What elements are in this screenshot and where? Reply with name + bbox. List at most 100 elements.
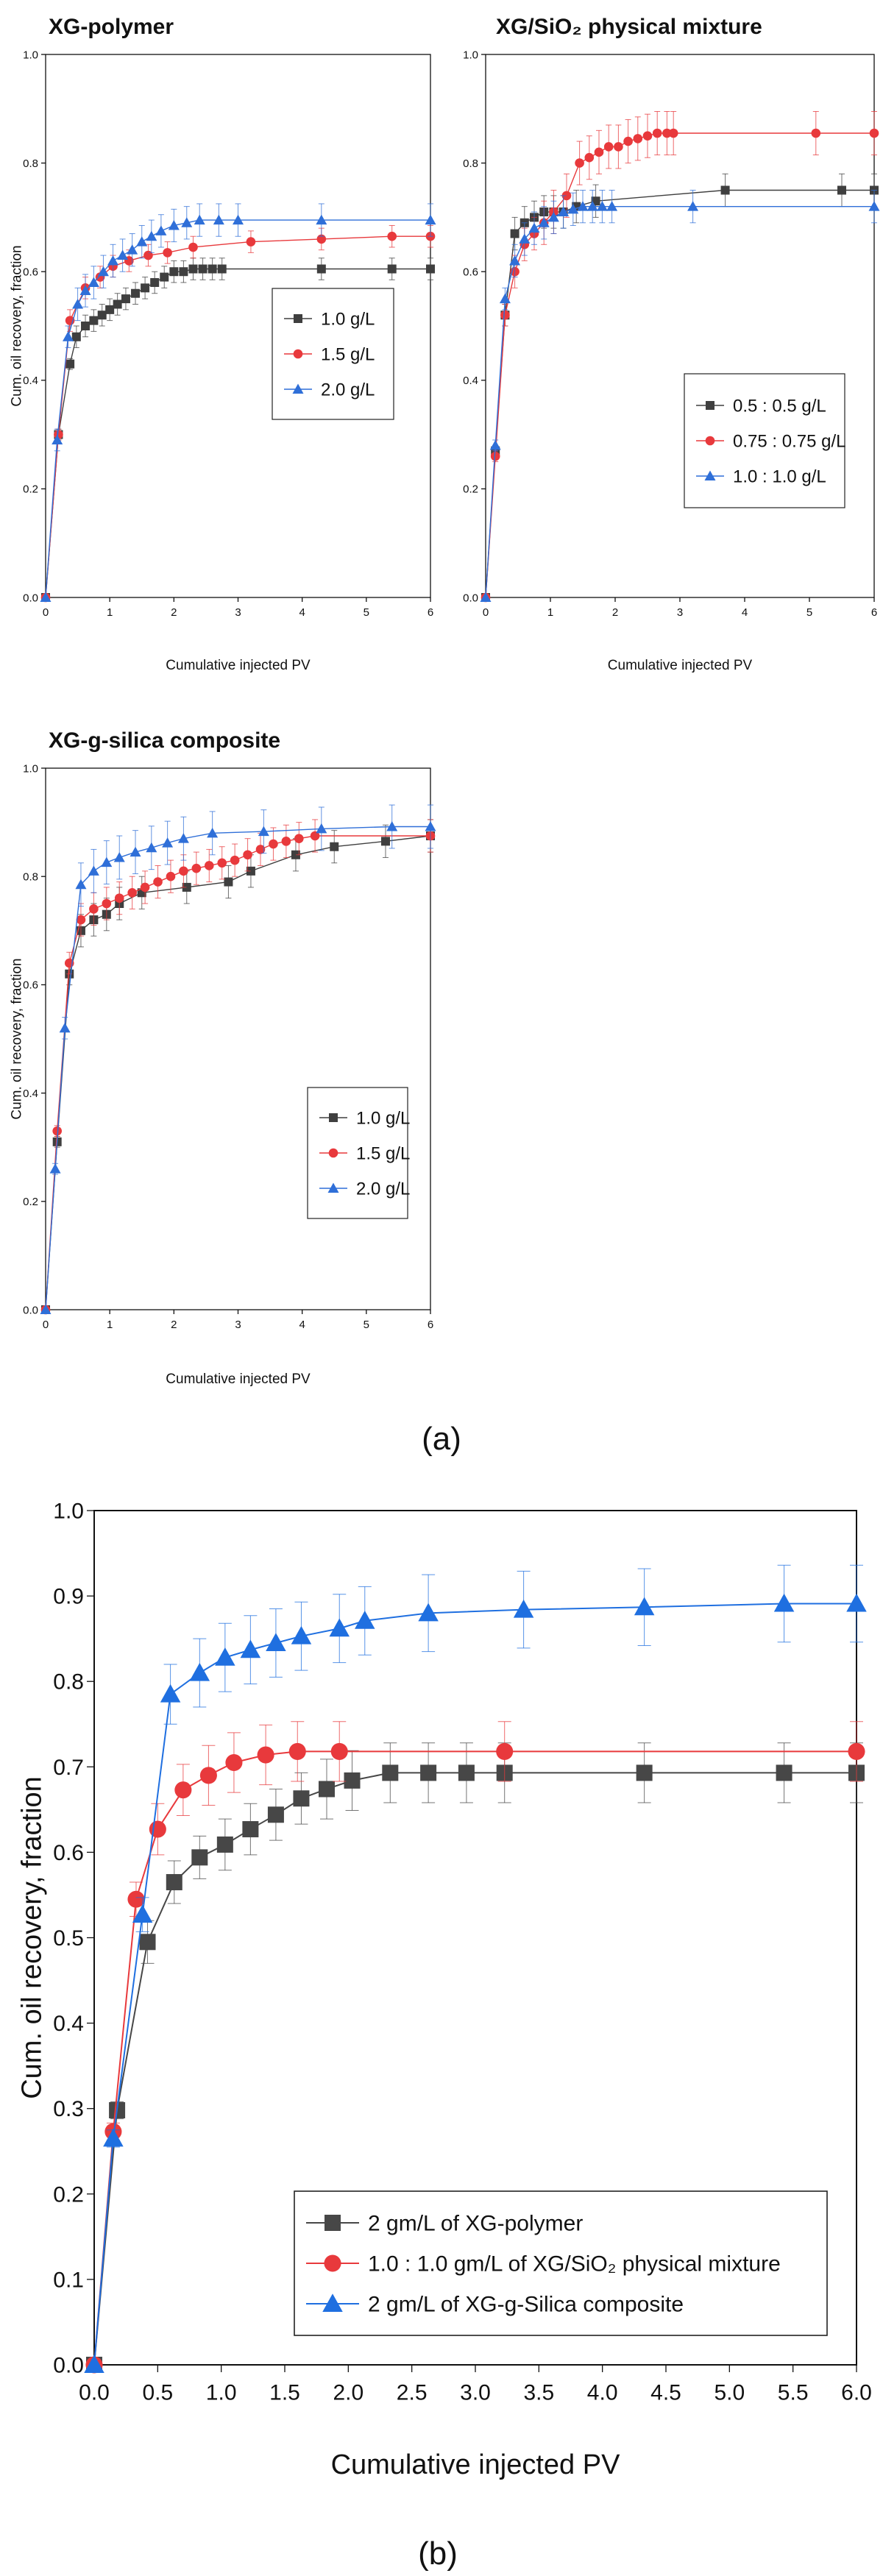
data-point <box>65 359 75 369</box>
data-point <box>633 134 643 143</box>
y-tick-label: 0.9 <box>53 1585 84 1609</box>
x-tick-label: 6 <box>428 1319 433 1331</box>
data-point <box>76 915 86 925</box>
data-point <box>642 131 653 141</box>
series-line <box>93 1772 857 2366</box>
chart-title: XG/SiO₂ physical mixture <box>496 15 762 39</box>
data-point <box>489 439 501 450</box>
data-point <box>166 1874 182 1891</box>
series-2 <box>40 804 436 1314</box>
x-tick-label: 2 <box>612 606 618 619</box>
chart-a3: 0 1 2 3 4 5 6 0.0 0.2 0.4 0.6 0.8 1.0 Cumulative inje… <box>10 728 436 1387</box>
legend-label: 1.0 g/L <box>356 1108 410 1128</box>
data-point <box>246 866 255 876</box>
legend-label: 2 gm/L of XG-g-Silica composite <box>368 2293 684 2317</box>
data-point <box>181 217 193 227</box>
data-point <box>102 898 112 909</box>
data-point <box>316 264 326 274</box>
data-point <box>510 229 519 238</box>
x-tick-label: 0.5 <box>142 2381 173 2405</box>
data-point <box>255 845 266 854</box>
data-point <box>240 1639 261 1658</box>
series-0 <box>41 819 435 1314</box>
data-point <box>547 211 559 222</box>
x-tick-label: 3 <box>235 606 241 619</box>
data-point <box>89 316 99 325</box>
data-point <box>528 222 540 233</box>
data-point <box>596 201 608 211</box>
x-axis-label: Cumulative injected PV <box>166 658 311 673</box>
data-point <box>71 332 81 341</box>
x-tick-label: 0 <box>483 606 489 619</box>
x-tick-label: 3 <box>235 1319 241 1331</box>
y-tick-label: 0.5 <box>53 1926 84 1951</box>
x-tick-label: 1 <box>547 606 553 619</box>
x-tick-label: 4 <box>742 606 748 619</box>
data-point <box>179 866 188 876</box>
data-point <box>225 1753 243 1772</box>
y-tick-label: 0.0 <box>23 1304 38 1316</box>
data-point <box>153 877 163 887</box>
x-tick-label: 5 <box>806 606 812 619</box>
data-point <box>418 1603 439 1622</box>
data-point <box>88 277 99 287</box>
data-point <box>246 237 256 246</box>
data-point <box>191 863 202 873</box>
data-point <box>776 1764 792 1781</box>
legend-label: 2.0 g/L <box>356 1179 410 1199</box>
data-point <box>380 837 390 846</box>
x-tick-label: 3.5 <box>523 2381 554 2405</box>
data-point <box>117 249 129 260</box>
data-point <box>668 128 678 138</box>
series-line <box>45 835 430 1310</box>
data-point <box>215 1647 235 1666</box>
data-point <box>316 234 327 244</box>
data-point <box>837 185 846 195</box>
data-point <box>127 1890 145 1908</box>
legend-marker <box>293 349 303 359</box>
data-point <box>869 128 879 138</box>
legend-label: 0.5 : 0.5 g/L <box>733 396 826 416</box>
x-tick-label: 4.5 <box>650 2381 681 2405</box>
data-point <box>603 142 614 152</box>
data-point <box>160 1683 181 1703</box>
data-point <box>188 242 198 252</box>
data-point <box>160 272 169 282</box>
legend-marker <box>327 1182 339 1193</box>
data-point <box>316 823 327 834</box>
plot-frame <box>45 767 431 1310</box>
series-line <box>45 235 430 598</box>
data-point <box>131 288 141 298</box>
data-point <box>88 865 99 876</box>
legend-label: 1.0 : 1.0 gm/L of XG/SiO₂ physical mixtu… <box>368 2252 781 2277</box>
legend: 0.5 : 0.5 g/L 0.75 : 0.75 g/L 1.0 : 1.0 g/… <box>684 373 845 508</box>
data-point <box>233 214 244 225</box>
legend-box <box>294 2190 828 2336</box>
data-point <box>257 1746 274 1764</box>
data-point <box>191 1849 208 1866</box>
y-tick-label: 1.0 <box>23 762 38 775</box>
data-point <box>204 861 214 870</box>
y-tick-label: 0.0 <box>53 2354 84 2378</box>
y-axis-label: Cum. oil recovery, fraction <box>10 958 25 1119</box>
data-point <box>75 879 87 890</box>
series-line <box>485 205 874 598</box>
data-point <box>500 310 510 320</box>
data-point <box>217 264 227 274</box>
data-point <box>387 231 397 241</box>
data-point <box>490 451 500 461</box>
data-point <box>606 201 618 211</box>
data-point <box>561 191 572 201</box>
data-point <box>179 267 188 277</box>
data-point <box>425 820 436 831</box>
data-point <box>243 850 252 860</box>
y-tick-label: 0.6 <box>463 266 478 278</box>
y-tick-label: 1.0 <box>53 1500 84 1524</box>
x-tick-label: 3.0 <box>460 2381 491 2405</box>
data-point <box>72 298 84 309</box>
x-tick-label: 5.5 <box>778 2381 809 2405</box>
data-point <box>79 285 91 296</box>
data-point <box>146 230 157 241</box>
x-tick-label: 5 <box>364 606 369 619</box>
data-point <box>113 299 122 309</box>
